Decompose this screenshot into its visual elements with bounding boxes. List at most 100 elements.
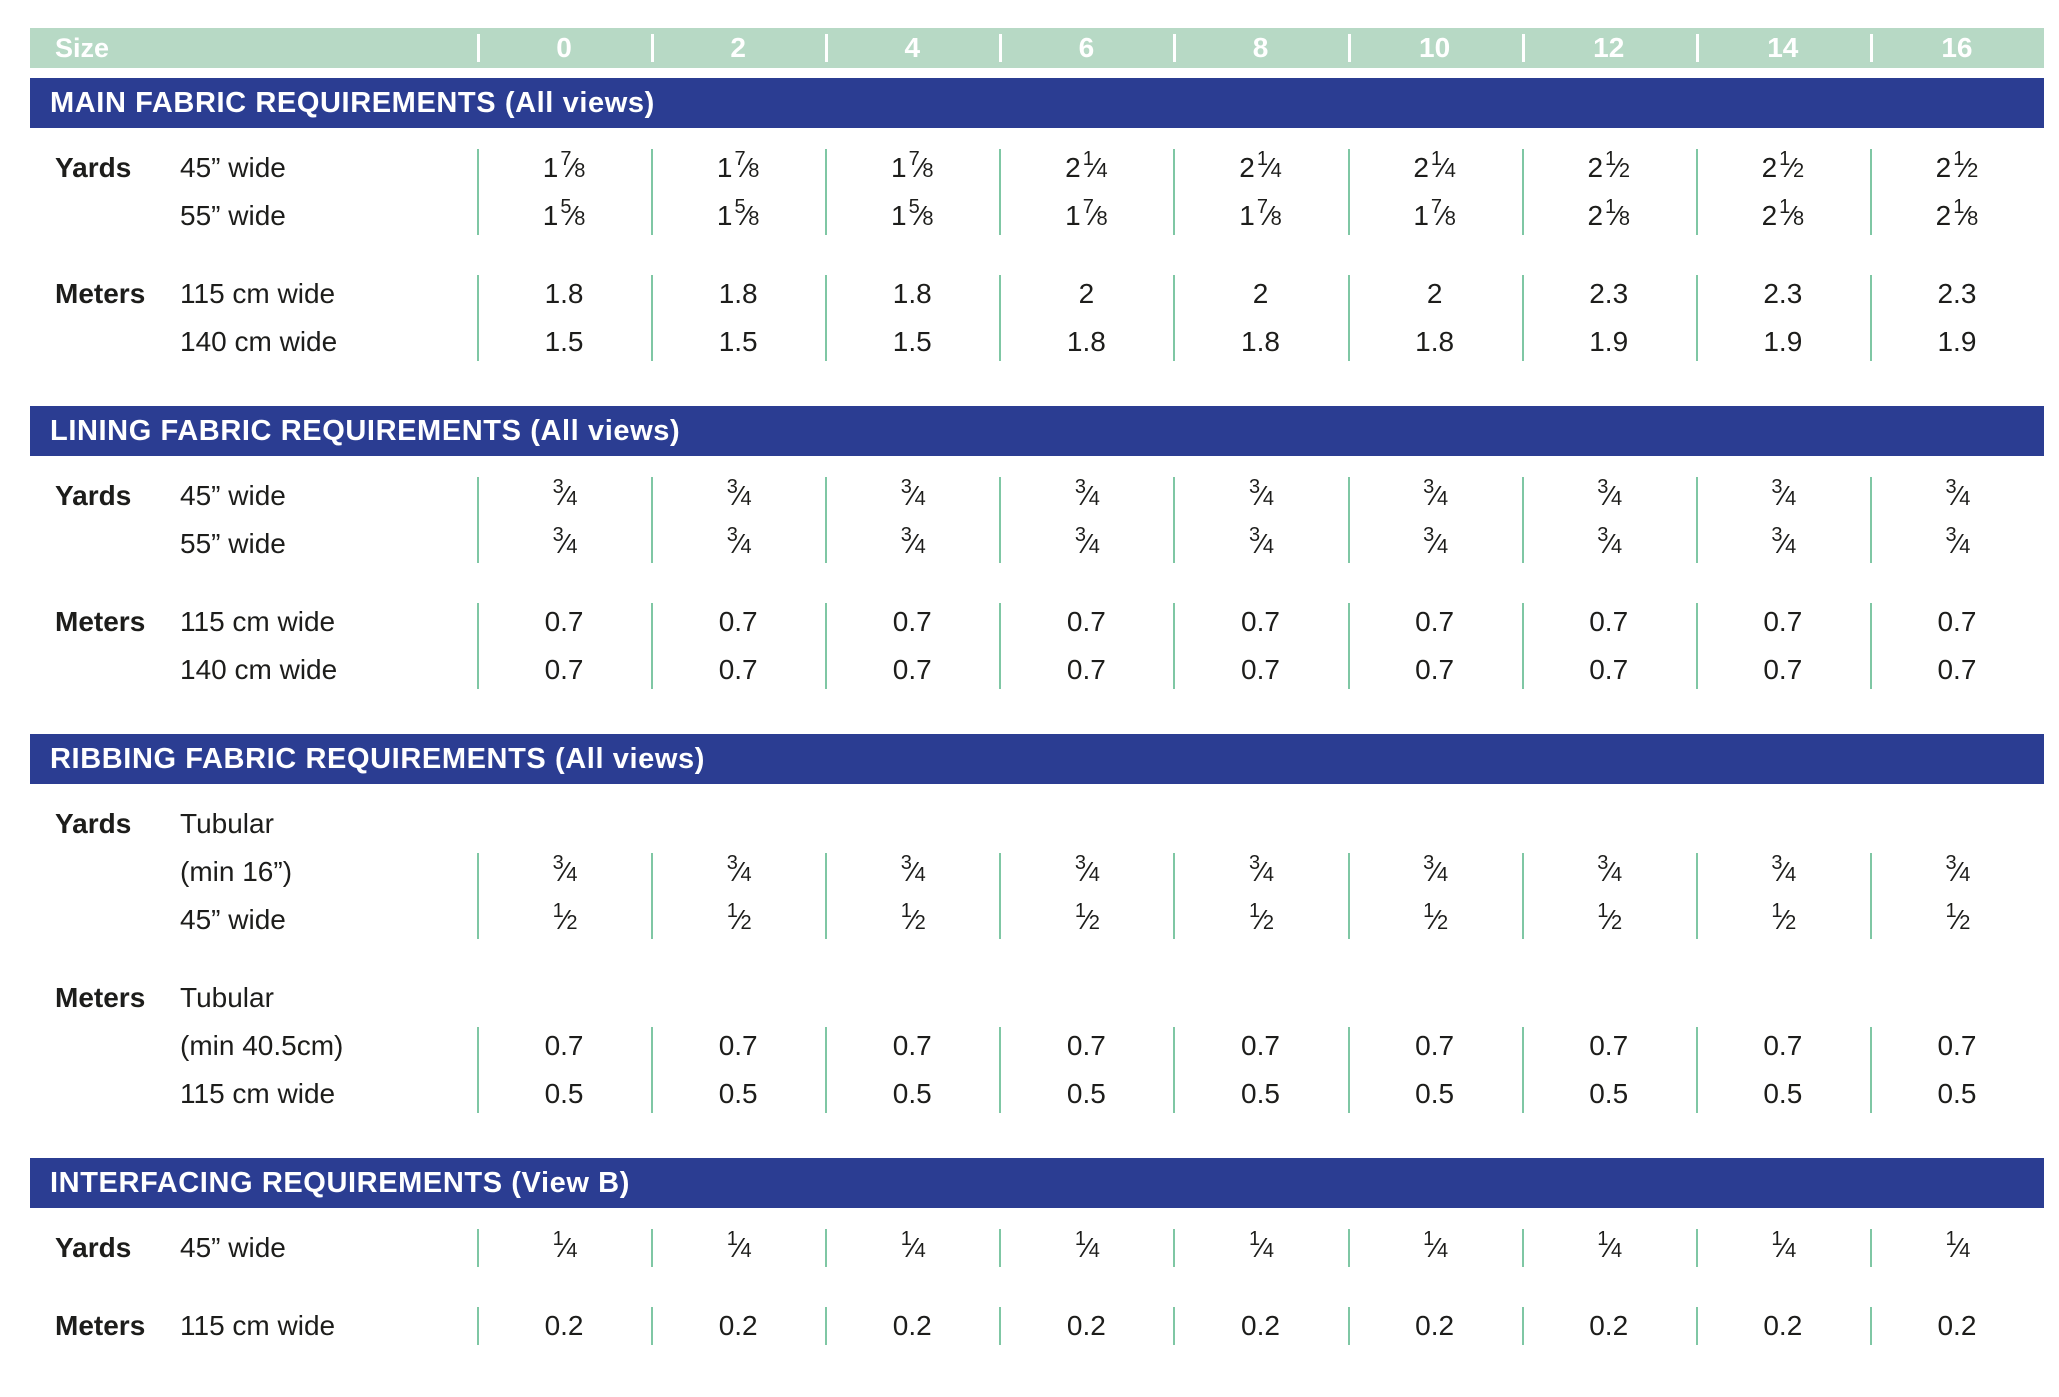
fraction-slash: ⁄ bbox=[1607, 904, 1613, 935]
fraction-slash: ⁄ bbox=[1955, 1232, 1961, 1263]
value-cell-text: 1 ⁄ 4 bbox=[1696, 1224, 1870, 1272]
value-cell-text: 1 ⁄ 2 bbox=[1870, 896, 2044, 944]
fraction-slash: ⁄ bbox=[1955, 528, 1961, 559]
fraction-numerator: 1 bbox=[1256, 147, 1268, 170]
fraction-numerator: 1 bbox=[1771, 899, 1783, 922]
value-cell-text: 1 5 ⁄ 8 bbox=[825, 192, 999, 240]
fraction-denominator: 2 bbox=[1785, 911, 1797, 934]
value-cell-spacer bbox=[651, 974, 825, 1022]
fraction-slash: ⁄ bbox=[1433, 480, 1438, 511]
fraction-whole-number: 1 bbox=[891, 152, 907, 183]
value-cell-text: 2 1 ⁄ 8 bbox=[1522, 192, 1696, 240]
value-cell: 3 ⁄ 4 3 ⁄ 4 bbox=[1347, 472, 1522, 568]
value-cell-text: 1 ⁄ 4 bbox=[1348, 1224, 1522, 1272]
row-group-label-text: Yards bbox=[55, 1232, 132, 1263]
value-cell-text: 1.9 bbox=[1763, 326, 1803, 357]
value-cell-text: 3 ⁄ 4 bbox=[999, 520, 1173, 568]
fraction-numerator: 3 bbox=[1945, 851, 1957, 874]
fraction-numerator: 1 bbox=[1249, 1227, 1261, 1250]
fraction-denominator: 2 bbox=[1262, 911, 1274, 934]
row-sublabel-pre: Tubular bbox=[180, 808, 274, 839]
measurement-block: Yards 45” wide 55” wide 3 ⁄ 4 3 ⁄ 4 3 ⁄ 4 3 ⁄ 4 3 ⁄ 4 3 ⁄ 4 3… bbox=[30, 472, 2044, 568]
row-group-label-text: Meters bbox=[55, 982, 146, 1013]
value-cell: 3 ⁄ 4 3 ⁄ 4 bbox=[825, 472, 999, 568]
fraction-denominator: 4 bbox=[1785, 535, 1797, 558]
fraction-whole-number: 2 bbox=[1413, 152, 1429, 183]
fraction-numerator: 1 bbox=[1779, 147, 1791, 170]
fraction-denominator: 4 bbox=[740, 863, 752, 886]
value-cell-text: 0.7 bbox=[544, 606, 584, 637]
fraction-slash: ⁄ bbox=[1433, 856, 1438, 887]
value-cell: 3 ⁄ 4 3 ⁄ 4 bbox=[1695, 472, 1870, 568]
value-cell-text: 3 ⁄ 4 bbox=[1173, 520, 1347, 568]
fraction-denominator: 4 bbox=[914, 535, 926, 558]
fraction-denominator: 4 bbox=[740, 1239, 752, 1262]
fraction-numerator: 3 bbox=[1771, 475, 1783, 498]
value-cell-spacer bbox=[1173, 974, 1347, 1022]
size-column-label: Size bbox=[55, 32, 110, 63]
fraction-slash: ⁄ bbox=[570, 200, 576, 231]
value-cell: 0.2 bbox=[999, 1302, 1173, 1350]
value-cell: 0.7 0.5 bbox=[1869, 974, 2044, 1118]
value-cell: 1 ⁄ 4 bbox=[999, 1224, 1173, 1272]
section-title-bar: INTERFACING REQUIREMENTS (View B) bbox=[30, 1158, 2044, 1208]
value-cell-text: 1 ⁄ 2 bbox=[1173, 896, 1347, 944]
row-group-label-text: Yards bbox=[55, 480, 132, 511]
value-cell-text: 3 ⁄ 4 bbox=[477, 848, 651, 896]
value-cell: 3 ⁄ 4 1 ⁄ 2 bbox=[999, 800, 1173, 944]
fraction-denominator: 4 bbox=[1096, 159, 1108, 182]
value-cell-text: 1.8 bbox=[1241, 326, 1280, 357]
fraction-slash: ⁄ bbox=[1781, 856, 1787, 887]
value-cell-spacer bbox=[825, 800, 999, 848]
section-title-bar: MAIN FABRIC REQUIREMENTS (All views) bbox=[30, 78, 2044, 128]
fraction-whole-number: 1 bbox=[542, 200, 559, 231]
value-cell-text: 1 ⁄ 2 bbox=[1522, 896, 1696, 944]
fraction-denominator: 4 bbox=[1262, 863, 1274, 886]
value-cell-text: 2 1 ⁄ 2 bbox=[1870, 144, 2044, 192]
value-cell-text: 0.2 bbox=[1589, 1310, 1629, 1341]
fraction-denominator: 4 bbox=[1785, 487, 1797, 510]
fraction-denominator: 4 bbox=[914, 1239, 926, 1262]
fraction-whole-number: 1 bbox=[891, 200, 907, 231]
value-cell-text: 0.2 bbox=[1415, 1310, 1455, 1341]
fraction-denominator: 4 bbox=[1959, 487, 1971, 510]
fraction-denominator: 4 bbox=[1088, 1239, 1100, 1262]
fraction-denominator: 4 bbox=[1444, 159, 1456, 182]
value-cell-text: 0.7 bbox=[1415, 654, 1455, 685]
value-cell: 2 1 ⁄ 2 2 1 ⁄ 8 bbox=[1869, 144, 2044, 240]
fraction-slash: ⁄ bbox=[910, 528, 916, 559]
row-sublabel: 45” wide bbox=[180, 904, 286, 935]
fraction-numerator: 3 bbox=[726, 851, 738, 874]
row-sublabel: (min 40.5cm) bbox=[180, 1030, 344, 1061]
fraction-denominator: 4 bbox=[1959, 1239, 1971, 1262]
value-cell: 0.7 0.5 bbox=[1173, 974, 1347, 1118]
fraction-whole-number: 2 bbox=[1587, 152, 1604, 183]
row-group-label-text: Meters bbox=[55, 278, 146, 309]
value-cell-text: 2 1 ⁄ 2 bbox=[1522, 144, 1696, 192]
value-cell-text: 0.2 bbox=[544, 1310, 584, 1341]
value-cell-spacer bbox=[825, 974, 999, 1022]
fraction-numerator: 7 bbox=[1082, 195, 1094, 218]
fraction-numerator: 3 bbox=[1597, 851, 1609, 874]
fraction-slash: ⁄ bbox=[736, 528, 742, 559]
value-cell: 2.3 1.9 bbox=[1695, 270, 1870, 366]
row-group-label: Yards bbox=[30, 144, 180, 240]
value-cell: 0.7 0.7 bbox=[1173, 598, 1347, 694]
fraction-slash: ⁄ bbox=[1615, 200, 1620, 231]
row-sublabels: 45” wide 55” wide bbox=[180, 144, 477, 240]
value-cell: 3 ⁄ 4 1 ⁄ 2 bbox=[1521, 800, 1696, 944]
section-title-bar: RIBBING FABRIC REQUIREMENTS (All views) bbox=[30, 734, 2044, 784]
fraction-slash: ⁄ bbox=[1259, 904, 1264, 935]
fraction-denominator: 8 bbox=[574, 159, 586, 182]
fraction-slash: ⁄ bbox=[1789, 200, 1794, 231]
fraction-whole-number: 2 bbox=[1935, 152, 1952, 183]
value-cell-text: 1 ⁄ 4 bbox=[999, 1224, 1173, 1272]
value-cell-text: 3 ⁄ 4 bbox=[1348, 520, 1522, 568]
size-header-cell: 16 bbox=[1869, 28, 2044, 68]
fraction-numerator: 1 bbox=[1771, 1227, 1783, 1250]
row-group-label-text: Yards bbox=[55, 808, 132, 839]
value-cell-text: 0.7 bbox=[1763, 606, 1803, 637]
value-cell-text: 1 7 ⁄ 8 bbox=[651, 144, 825, 192]
value-cell-text: 1 7 ⁄ 8 bbox=[999, 192, 1173, 240]
value-cell-text: 1.5 bbox=[892, 326, 932, 357]
